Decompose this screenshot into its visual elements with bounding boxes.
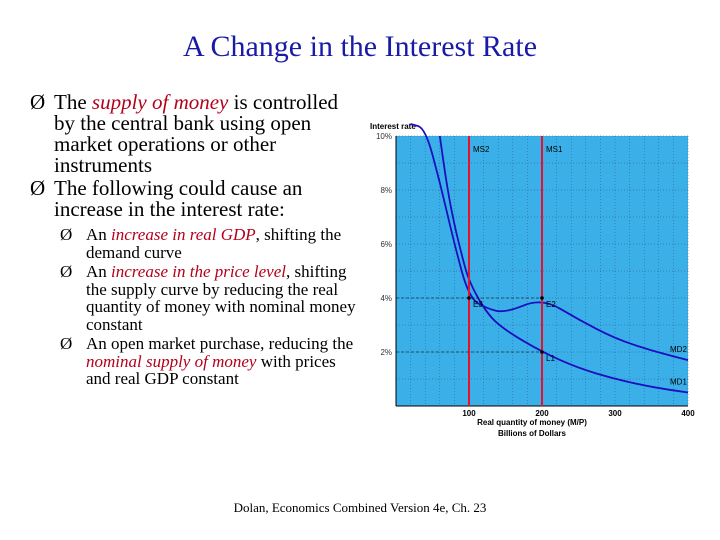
sub-bullet-3-emphasis: nominal supply of money [86,351,257,371]
sub-bullet-1-post: , shifting the demand curve [86,225,342,262]
point-l1-label: L1 [546,354,555,363]
slide-title: A Change in the Interest Rate [182,30,538,63]
arrow-bullet-icon: Ø [30,176,46,200]
sub-bullet-1-pre: An [86,225,112,244]
bullet-1-text-pre: The [54,90,92,114]
bullet-2: Ø The following could cause an increase … [30,178,360,220]
arrow-bullet-icon: Ø [60,262,73,281]
label-ms1: MS1 [546,145,563,154]
footer-text: Dolan, Economics Combined Version 4e, Ch… [233,500,487,515]
bullet-2-text: The following could cause an increase in… [54,176,303,221]
sub-bullet-3-post: with prices and real GDP constant [86,351,336,388]
sub-bullet-2-emphasis: increase in the price level [111,262,286,281]
x-axis-label: Real quantity of money (M/P) [477,418,587,427]
y-tick-label: 8% [380,186,392,195]
money-market-chart: Interest rate 2% 4% 6% 8% 10% 100 200 300 400 MD… [364,118,698,448]
sub-bullet-1-emphasis: increase in real GDP [111,225,256,244]
sub-bullet-3-pre: An open market purchase, reducing the [86,334,354,353]
point-e3-label: E3 [473,300,483,309]
grid [395,135,689,407]
sub-bullet-2: Ø An increase in the price level, shifti… [30,263,360,333]
sub-bullet-1: Ø An increase in real GDP, shifting the … [30,226,360,261]
point-labels: E3 E2 L1 [396,296,556,363]
x-tick-label: 400 [681,409,695,418]
money-supply-lines: MS2 MS1 [468,136,563,406]
arrow-bullet-icon: Ø [60,225,73,244]
series-group: MD2 MD1 [410,123,689,394]
arrow-bullet-icon: Ø [30,90,46,114]
footer-citation: Dolan, Economics Combined Version 4e, Ch… [0,500,720,516]
bullet-1-text-post: is controlled by the central bank using … [54,90,339,177]
sub-bullet-2-pre: An [86,262,112,281]
y-tick-label: 2% [380,348,392,357]
arrow-bullet-icon: Ø [60,334,73,353]
series-md1-curve [438,135,689,394]
bullet-list: Ø The supply of money is controlled by t… [30,92,360,388]
x-tick-label: 300 [608,409,622,418]
sub-bullet-2-post: , shifting the supply curve by reducing … [86,262,356,334]
point-e2-label: E2 [546,300,556,309]
sub-bullet-3: Ø An open market purchase, reducing the … [30,335,360,388]
x-tick-label: 200 [535,409,549,418]
bullet-1: Ø The supply of money is controlled by t… [30,92,360,176]
y-tick-label: 6% [380,240,392,249]
bullet-1-emphasis: supply of money [91,90,229,114]
series-md2-label: MD2 [670,345,687,354]
series-md2-curve [410,123,689,361]
y-tick-label: 10% [376,132,392,141]
series-md1-label: MD1 [670,378,687,387]
x-tick-label: 100 [462,409,476,418]
label-ms2: MS2 [473,145,490,154]
y-tick-label: 4% [380,294,392,303]
tick-labels: 2% 4% 6% 8% 10% 100 200 300 400 [376,132,695,418]
x-axis-label-units: Billions of Dollars [498,429,567,438]
y-axis-label: Interest rate [370,122,416,131]
